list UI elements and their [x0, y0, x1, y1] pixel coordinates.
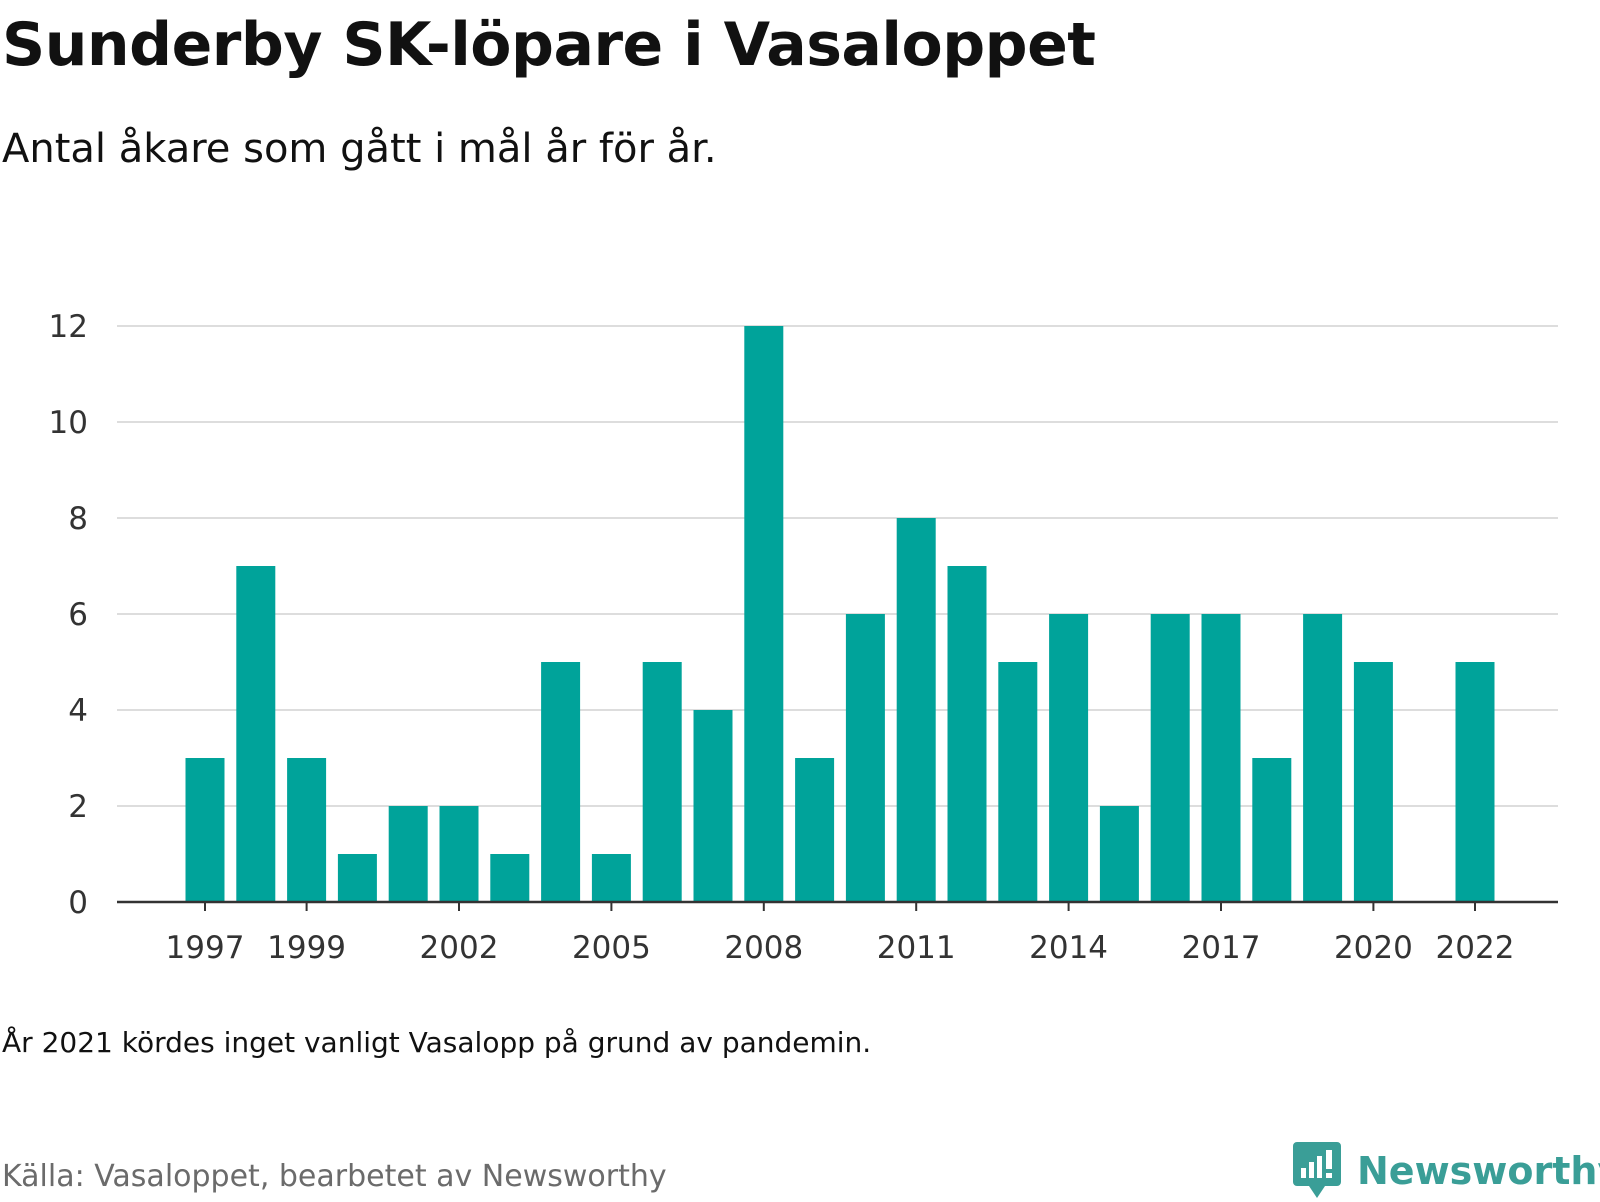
x-tick-label: 2014 — [1029, 930, 1108, 966]
bar — [337, 854, 377, 902]
bar — [896, 518, 936, 902]
source-text: Källa: Vasaloppet, bearbetet av Newswort… — [2, 1159, 667, 1194]
chart-subtitle: Antal åkare som gått i mål år för år. — [2, 126, 717, 172]
x-tick-label: 1999 — [267, 930, 346, 966]
bar — [439, 806, 479, 902]
bar — [490, 854, 530, 902]
bar-chart: 0 2 4 6 8 10 12 1997 1999 2002 2005 2008 2011 2014 201… — [49, 309, 1558, 966]
footnote: År 2021 kördes inget vanligt Vasalopp på… — [2, 1026, 872, 1059]
bar — [541, 662, 581, 902]
bar — [1049, 614, 1089, 902]
x-tick-label: 2008 — [724, 930, 803, 966]
bar — [998, 662, 1038, 902]
bar — [185, 758, 225, 902]
y-tick-label: 4 — [68, 693, 88, 729]
bar — [795, 758, 835, 902]
bar — [591, 854, 631, 902]
bar — [388, 806, 428, 902]
newsworthy-logo-icon — [1293, 1142, 1341, 1198]
x-tick-label: 2002 — [420, 930, 499, 966]
bar — [1201, 614, 1241, 902]
x-tick-label: 2005 — [572, 930, 651, 966]
y-tick-label: 2 — [68, 789, 88, 825]
y-tick-label: 12 — [49, 309, 88, 345]
bar — [1252, 758, 1292, 902]
x-tick-label: 2011 — [877, 930, 956, 966]
x-tick-label: 2022 — [1436, 930, 1515, 966]
brand-name: Newsworthy — [1357, 1149, 1600, 1193]
bar — [1303, 614, 1343, 902]
bar — [845, 614, 885, 902]
bar — [693, 710, 733, 902]
y-tick-label: 6 — [68, 597, 88, 633]
bar — [287, 758, 327, 902]
y-tick-label: 0 — [68, 885, 88, 921]
brand-logo: Newsworthy — [1293, 1140, 1600, 1202]
bar — [1353, 662, 1393, 902]
x-tick-label: 2020 — [1334, 930, 1413, 966]
y-tick-label: 10 — [49, 405, 88, 441]
bar — [744, 326, 784, 902]
bar — [947, 566, 987, 902]
bar — [1455, 662, 1495, 902]
x-tick-label: 1997 — [166, 930, 245, 966]
bar — [1150, 614, 1190, 902]
bar — [642, 662, 682, 902]
bar — [236, 566, 276, 902]
x-tick-label: 2017 — [1182, 930, 1261, 966]
chart-title: Sunderby SK-löpare i Vasaloppet — [2, 10, 1096, 80]
y-tick-label: 8 — [68, 501, 88, 537]
bar — [1099, 806, 1139, 902]
